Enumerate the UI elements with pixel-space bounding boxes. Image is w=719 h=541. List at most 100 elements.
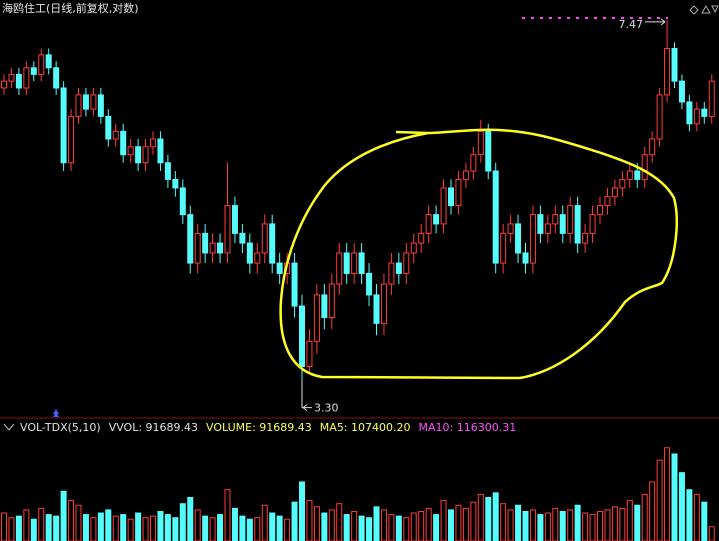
volume-bar [485, 496, 492, 541]
candle-body [678, 80, 685, 103]
volume-bar [112, 515, 119, 541]
legend-entry: MA10: 116300.31 [419, 421, 517, 434]
volume-bar [254, 517, 261, 541]
volume-bar [373, 506, 380, 541]
volume-bar [187, 496, 194, 541]
annotation-arrowhead [302, 404, 308, 412]
candle-body [291, 262, 298, 307]
volume-bar [626, 500, 633, 541]
candle-body [522, 252, 529, 264]
candle-body [120, 130, 127, 156]
volume-bar [597, 510, 603, 541]
candle-body [53, 67, 60, 89]
icon-diamond[interactable] [689, 5, 699, 15]
volume-bar [403, 517, 410, 541]
volume-bar [120, 514, 127, 541]
volume-bar [552, 507, 559, 541]
volume-bar [358, 515, 365, 541]
panel-menu-icon[interactable] [3, 423, 15, 431]
candle-body [321, 294, 328, 319]
volume-bar [53, 515, 60, 541]
volume-bar [455, 504, 462, 541]
candle-body [477, 130, 484, 156]
volume-bar [507, 509, 514, 541]
volume-bar [492, 492, 499, 541]
volume-bar [164, 514, 171, 541]
volume-bar [529, 509, 536, 541]
volume-bar [656, 459, 663, 541]
candle-body [269, 223, 276, 264]
volume-bar [649, 481, 656, 541]
candle-body [656, 94, 663, 140]
candle-body [649, 138, 656, 156]
volume-bar [246, 518, 253, 541]
volume-bar [470, 501, 477, 541]
volume-bar [60, 490, 67, 541]
candle-body [351, 252, 358, 274]
candle-body [589, 214, 596, 234]
candle-body [112, 130, 119, 140]
volume-bar [686, 489, 693, 541]
candle-body [157, 138, 164, 164]
candle-body [462, 170, 469, 180]
volume-bar [708, 526, 715, 541]
volume-bar [544, 512, 551, 541]
candles: 7.47 3.30 [1, 18, 715, 415]
volume-bar [567, 509, 574, 541]
candle-body [105, 115, 112, 140]
volume-bar [448, 509, 454, 541]
candle-body [664, 48, 671, 96]
volume-bar [380, 509, 387, 541]
candle-body [388, 262, 395, 285]
candle-body [202, 232, 209, 254]
volume-bar [82, 514, 89, 541]
volume-bar [611, 506, 618, 541]
candle-body [395, 262, 402, 274]
volume-bar [284, 518, 291, 541]
volume-bar [500, 503, 507, 541]
candle-body [380, 283, 387, 324]
candle-body [75, 94, 82, 117]
volume-legend: VOL-TDX(5,10) VVOL: 91689.43 VOLUME: 91689… [20, 421, 516, 434]
candle-body [254, 252, 261, 264]
candle-body [470, 154, 477, 172]
volume-bar [388, 514, 395, 541]
candle-body [507, 223, 514, 234]
volume-bar [8, 517, 15, 541]
candle-body [276, 262, 283, 274]
candle-body [485, 130, 492, 172]
candle-body [567, 205, 574, 234]
candle-body [142, 146, 149, 164]
volume-bar [299, 481, 305, 541]
candle-body [246, 242, 253, 264]
candle-body [425, 214, 432, 234]
volume-bar [433, 514, 440, 541]
candle-body [194, 232, 201, 264]
candle-body [179, 187, 186, 216]
volume-bar [366, 517, 373, 541]
volume-bar [269, 512, 276, 541]
volume-bar [462, 507, 469, 541]
legend-entry: VOLUME: 91689.43 [206, 421, 312, 434]
volume-bar [194, 509, 201, 541]
candle-body [693, 108, 700, 125]
candle-body [97, 94, 104, 117]
candle-body [529, 214, 536, 264]
volume-bar [68, 500, 75, 541]
candle-body [611, 187, 618, 198]
candle-body [448, 187, 454, 207]
volume-bar [209, 517, 216, 541]
candle-body [671, 48, 678, 82]
icon-up[interactable] [701, 4, 711, 14]
candle-body [544, 223, 551, 234]
candle-body [313, 294, 320, 342]
candle-body [634, 170, 641, 180]
volume-bar [172, 517, 179, 541]
hand-drawn-ellipse [279, 128, 678, 380]
low-annotation: 3.30 [314, 402, 339, 415]
candle-body [582, 232, 589, 244]
candle-body [172, 178, 179, 189]
candle-body [701, 108, 708, 117]
icon-down[interactable] [711, 5, 719, 14]
